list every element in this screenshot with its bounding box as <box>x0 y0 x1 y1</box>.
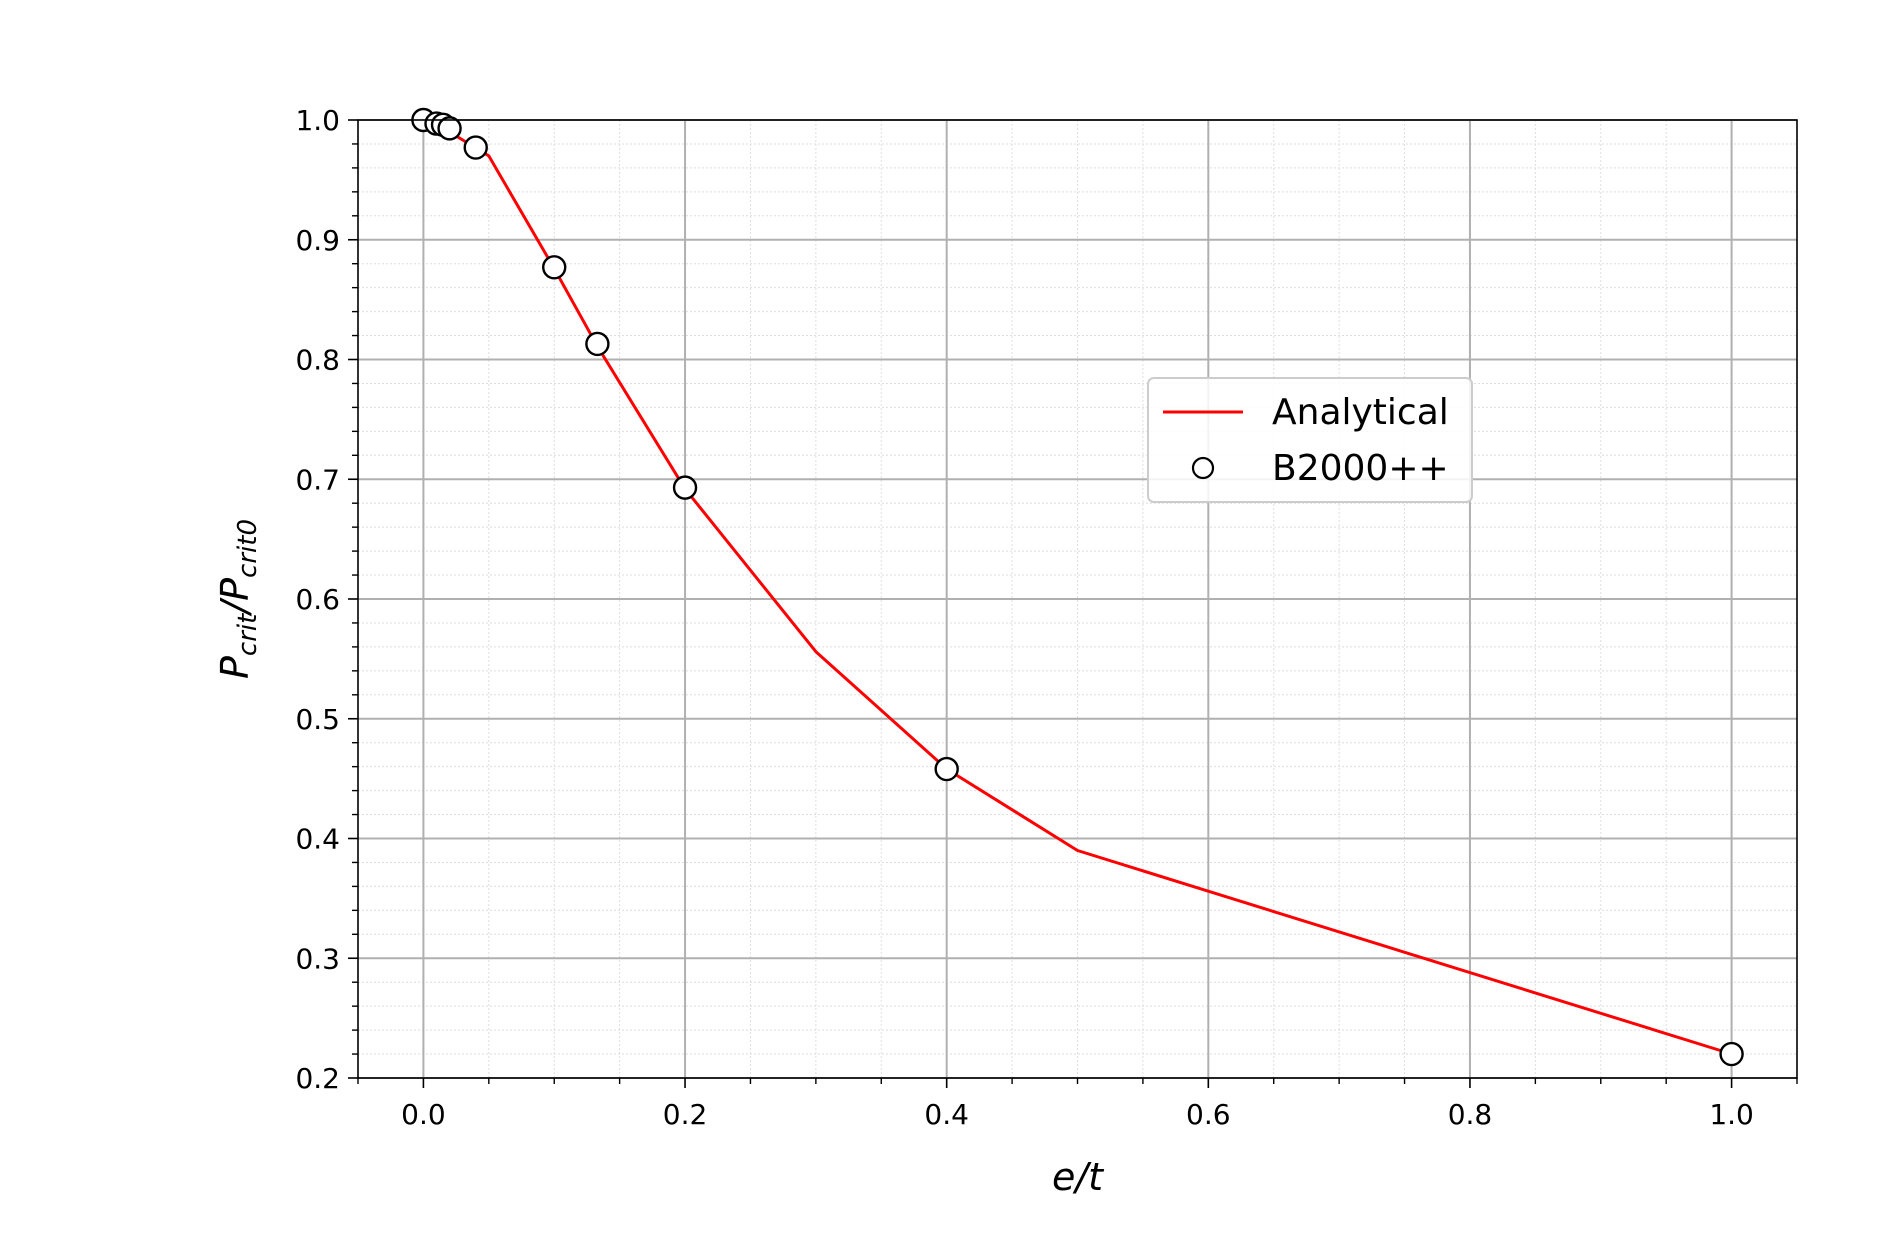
b2000-marker <box>672 475 698 500</box>
x-tick-label: 0.2 <box>663 1098 708 1131</box>
x-tick-label: 0.4 <box>924 1098 969 1131</box>
b2000-marker <box>437 116 462 141</box>
y-tick-label: 0.4 <box>295 823 340 856</box>
y-tick-label: 0.7 <box>295 463 340 496</box>
legend-box <box>1147 377 1473 503</box>
y-label-numerator-sub: crit <box>233 613 263 656</box>
y-label-base: P <box>213 656 257 679</box>
y-tick-label: 0.6 <box>295 583 340 616</box>
y-tick-label: 0.3 <box>295 942 340 975</box>
major-grid <box>358 119 1797 1079</box>
tick-labels: 0.0 0.2 0.4 0.6 0.8 1.0 0.2 0.3 0.4 0.5 0.6 0.7 0.8 0… <box>295 104 1753 1131</box>
y-tick-label: 0.9 <box>295 224 340 257</box>
b2000-marker <box>542 255 567 280</box>
legend: Analytical B2000++ <box>1147 377 1473 503</box>
legend-analytical-label: Analytical <box>1272 392 1449 433</box>
legend-b2000-marker <box>1191 456 1215 480</box>
y-label-separator: / <box>213 597 257 617</box>
y-axis-label: Pcrit/Pcrit0 <box>213 519 263 679</box>
x-tick-label: 0.6 <box>1186 1098 1231 1131</box>
y-label-denominator-sub: crit0 <box>233 519 263 578</box>
y-tick-label: 0.2 <box>295 1062 340 1095</box>
b2000-marker <box>1719 1041 1744 1067</box>
x-tick-label: 0.8 <box>1448 1098 1493 1131</box>
axis-ticks <box>348 119 1798 1088</box>
y-tick-label: 1.0 <box>295 104 340 137</box>
x-tick-label: 0.0 <box>401 1098 446 1131</box>
x-axis-label: e/t <box>1052 1155 1105 1199</box>
b2000-marker <box>463 135 488 160</box>
y-tick-label: 0.8 <box>295 344 340 377</box>
legend-b2000-label: B2000++ <box>1272 448 1449 489</box>
x-tick-label: 1.0 <box>1709 1098 1754 1131</box>
y-tick-label: 0.5 <box>295 703 340 736</box>
y-label-base-2: P <box>213 578 257 601</box>
b2000-marker <box>585 331 610 357</box>
b2000-marker <box>934 756 959 782</box>
